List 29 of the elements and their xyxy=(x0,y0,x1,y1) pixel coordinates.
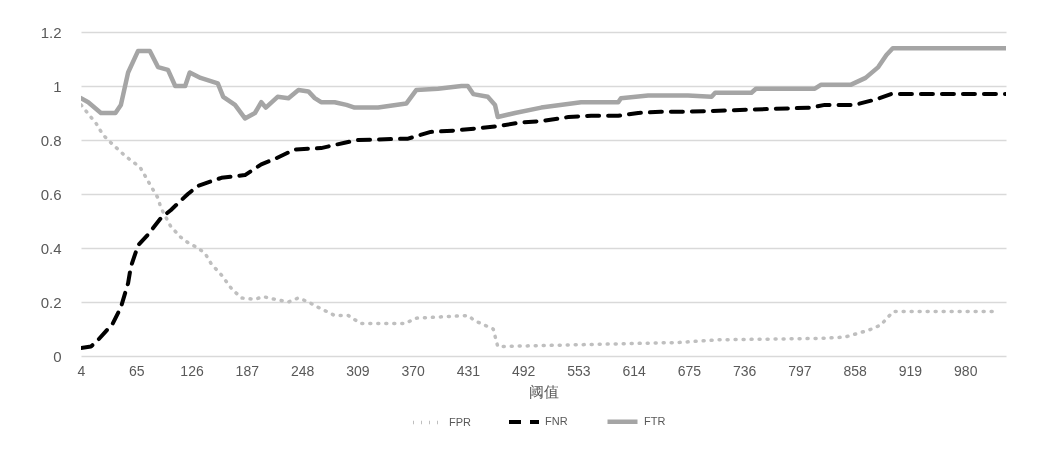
legend-label: FNR xyxy=(545,415,568,427)
y-tick-label: 0.4 xyxy=(40,239,62,257)
x-tick-label: 919 xyxy=(898,362,923,379)
y-tick-label: 0 xyxy=(53,347,62,365)
line-series xyxy=(81,45,1006,121)
x-tick-label: 553 xyxy=(567,362,591,379)
x-tick-label: 431 xyxy=(456,362,481,379)
x-tick-label: 675 xyxy=(677,362,702,379)
x-tick-label: 797 xyxy=(788,362,812,379)
x-axis-title: 阈值 xyxy=(529,382,559,400)
y-tick-label: 1 xyxy=(53,77,62,95)
y-tick-label: 0.8 xyxy=(40,131,62,149)
y-tick-label: 0.2 xyxy=(40,293,62,311)
x-tick-label: 614 xyxy=(622,362,647,379)
x-tick-label: 4 xyxy=(77,362,86,379)
x-tick-label: 126 xyxy=(180,362,204,379)
x-tick-label: 248 xyxy=(290,362,315,379)
x-tick-label: 65 xyxy=(128,362,145,379)
legend-label: FPR xyxy=(449,415,472,428)
legend-label: FTR xyxy=(644,414,666,427)
x-tick-label: 309 xyxy=(346,362,370,379)
x-tick-label: 736 xyxy=(732,362,757,379)
x-tick-label: 492 xyxy=(511,362,536,379)
x-tick-label: 187 xyxy=(235,362,260,379)
x-tick-label: 370 xyxy=(401,362,425,379)
y-tick-label: 0.6 xyxy=(40,185,62,203)
x-tick-label: 858 xyxy=(843,362,868,379)
y-tick-label: 1.2 xyxy=(40,23,62,41)
x-tick-label: 980 xyxy=(954,362,978,379)
